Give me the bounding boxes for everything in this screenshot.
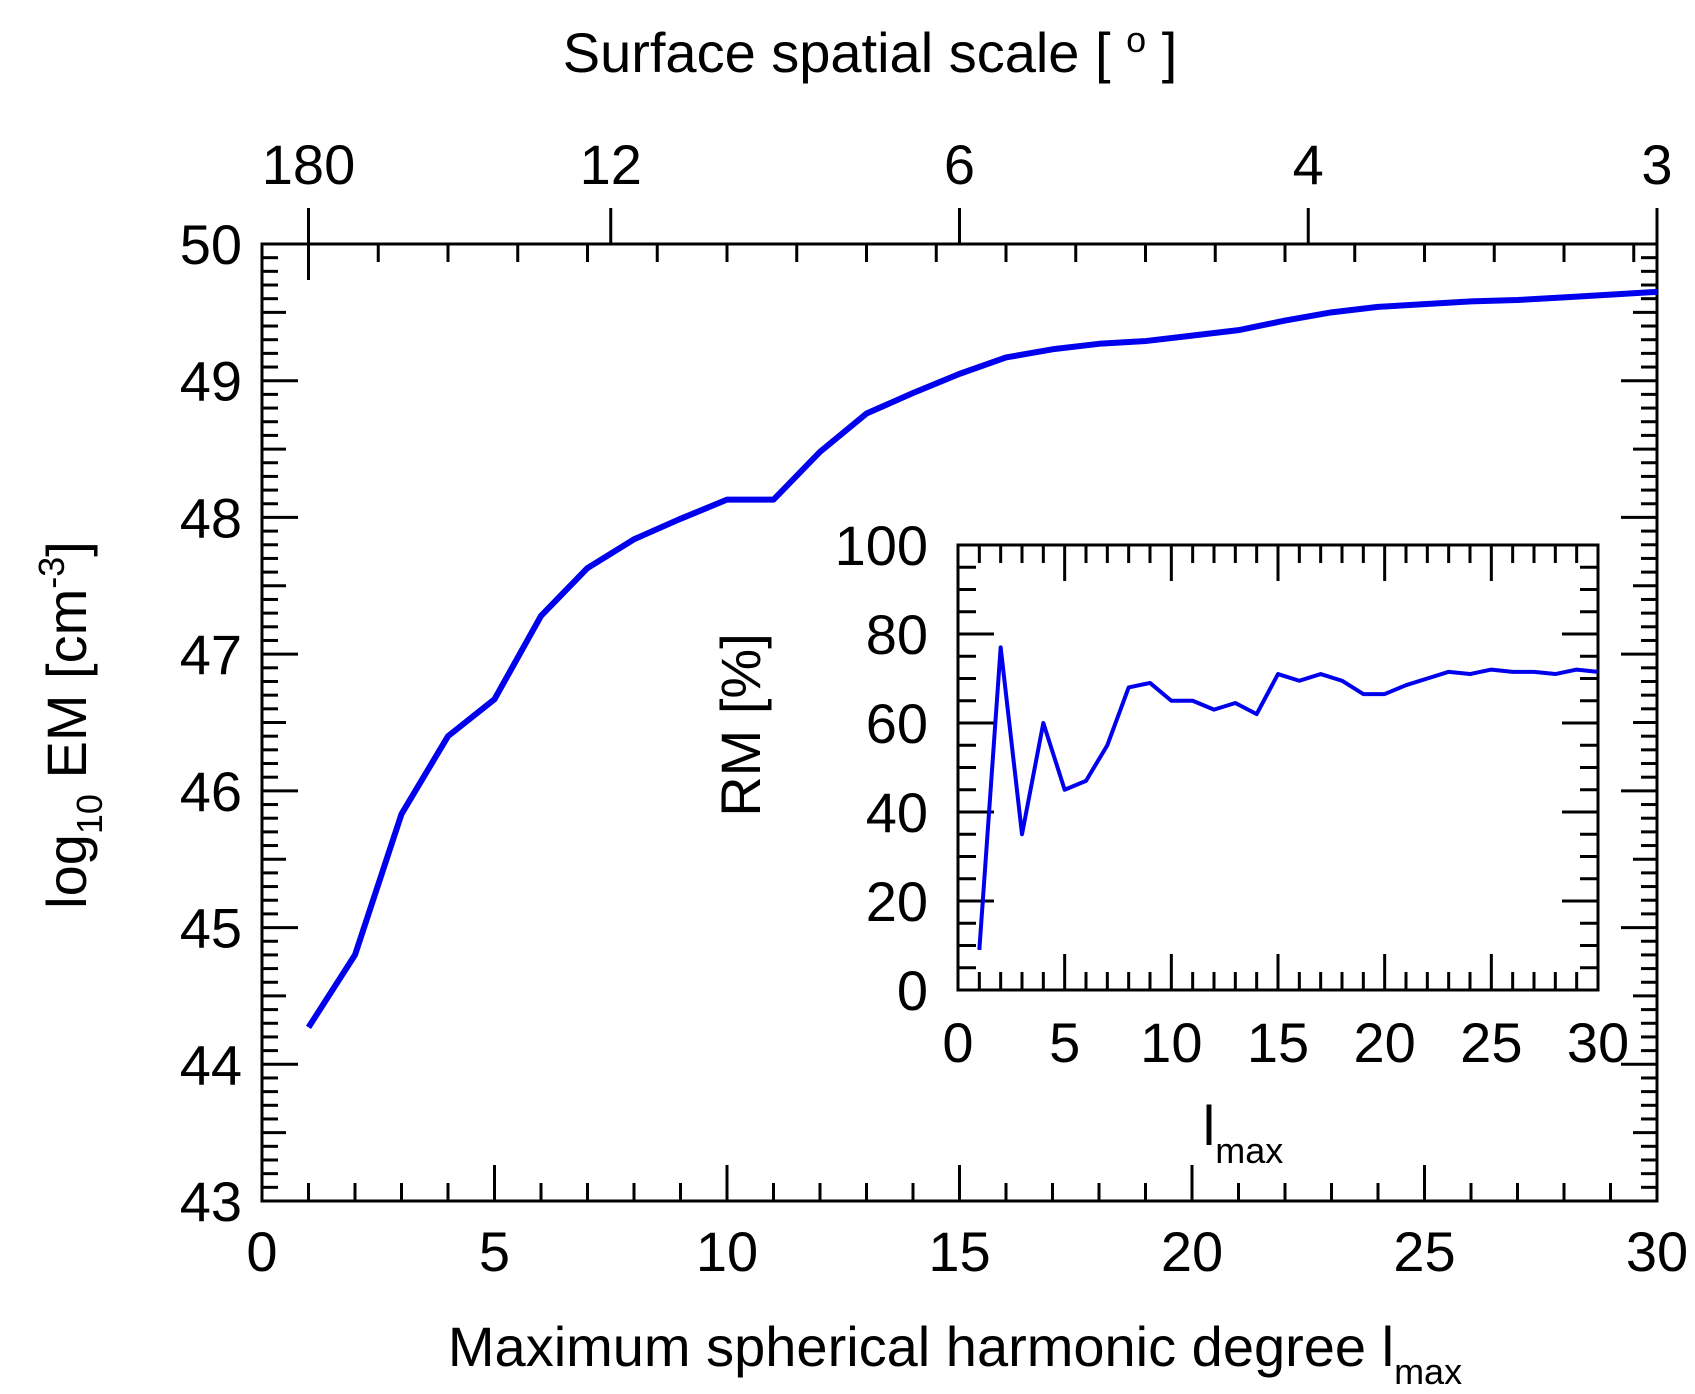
x-tick-label: 5 xyxy=(479,1220,510,1283)
x-axis-title: Maximum spherical harmonic degree lmax xyxy=(448,1315,1462,1392)
y-axis-title-close: ] xyxy=(35,541,98,557)
inset-x-tick-label: 30 xyxy=(1567,1011,1629,1074)
inset-x-axis-title-text: l xyxy=(1203,1094,1215,1157)
top-tick-label: 6 xyxy=(944,133,975,196)
top-tick-label: 4 xyxy=(1293,133,1324,196)
x-tick-label: 20 xyxy=(1161,1220,1223,1283)
inset-x-axis-title-sub: max xyxy=(1215,1130,1283,1171)
top-axis-title: Surface spatial scale [ o ] xyxy=(563,19,1178,84)
inset-x-tick-label: 0 xyxy=(942,1011,973,1074)
y-axis-title-log: log xyxy=(35,834,98,909)
inset-y-axis-title: RM [%] xyxy=(709,633,772,817)
inset-y-tick-label: 20 xyxy=(866,870,928,933)
inset-x-tick-label: 10 xyxy=(1140,1011,1202,1074)
x-tick-label: 30 xyxy=(1626,1220,1688,1283)
y-tick-label: 50 xyxy=(180,213,242,276)
y-tick-label: 47 xyxy=(180,623,242,686)
inset-x-tick-label: 5 xyxy=(1049,1011,1080,1074)
inset-background xyxy=(958,545,1598,990)
inset-y-tick-label: 60 xyxy=(866,692,928,755)
top-axis-title-degree: o xyxy=(1126,19,1146,60)
y-tick-label: 43 xyxy=(180,1170,242,1233)
top-tick-label: 180 xyxy=(262,133,355,196)
x-tick-label: 15 xyxy=(928,1220,990,1283)
inset-y-tick-label: 100 xyxy=(835,514,928,577)
inset-ticks xyxy=(956,543,1600,992)
main-ticks xyxy=(260,208,1659,1203)
inset-y-tick-label: 0 xyxy=(897,959,928,1022)
x-tick-label: 25 xyxy=(1393,1220,1455,1283)
x-axis-title-text: Maximum spherical harmonic degree l xyxy=(448,1315,1394,1378)
main-plot-frame xyxy=(260,242,1659,1203)
y-axis-title-mid: EM [cm xyxy=(35,589,98,794)
inset-y-tick-label: 40 xyxy=(866,781,928,844)
y-tick-label: 49 xyxy=(180,350,242,413)
top-tick-label: 12 xyxy=(580,133,642,196)
inset-x-tick-label: 15 xyxy=(1247,1011,1309,1074)
y-tick-label: 44 xyxy=(180,1033,242,1096)
y-tick-label: 45 xyxy=(180,897,242,960)
top-tick-label: 3 xyxy=(1641,133,1672,196)
inset-plot-frame xyxy=(956,543,1600,992)
inset-x-tick-label: 25 xyxy=(1460,1011,1522,1074)
inset-x-axis-title: lmax xyxy=(1203,1094,1283,1171)
y-tick-label: 48 xyxy=(180,486,242,549)
inset-tick-labels: 0 5 10 15 20 25 30 0 20 40 60 80 100 xyxy=(835,514,1630,1074)
top-axis-title-text: Surface spatial scale [ xyxy=(563,21,1126,84)
main-series-line xyxy=(305,288,1658,1029)
inset-x-tick-label: 20 xyxy=(1354,1011,1416,1074)
top-axis-title-close: ] xyxy=(1146,21,1177,84)
x-tick-label: 0 xyxy=(246,1220,277,1283)
inset-panel: 0 5 10 15 20 25 30 0 20 40 60 80 100 lmax RM [%] xyxy=(709,514,1629,1171)
y-axis-title: log10 EM [cm-3] xyxy=(31,541,110,909)
y-tick-label: 46 xyxy=(180,760,242,823)
y-axis-title-sub: 10 xyxy=(69,794,110,834)
inset-y-tick-label: 80 xyxy=(866,603,928,666)
x-tick-label: 10 xyxy=(696,1220,758,1283)
x-axis-title-sub: max xyxy=(1394,1351,1462,1392)
y-axis-title-sup: -3 xyxy=(31,557,72,589)
inset-series-line xyxy=(977,645,1599,951)
